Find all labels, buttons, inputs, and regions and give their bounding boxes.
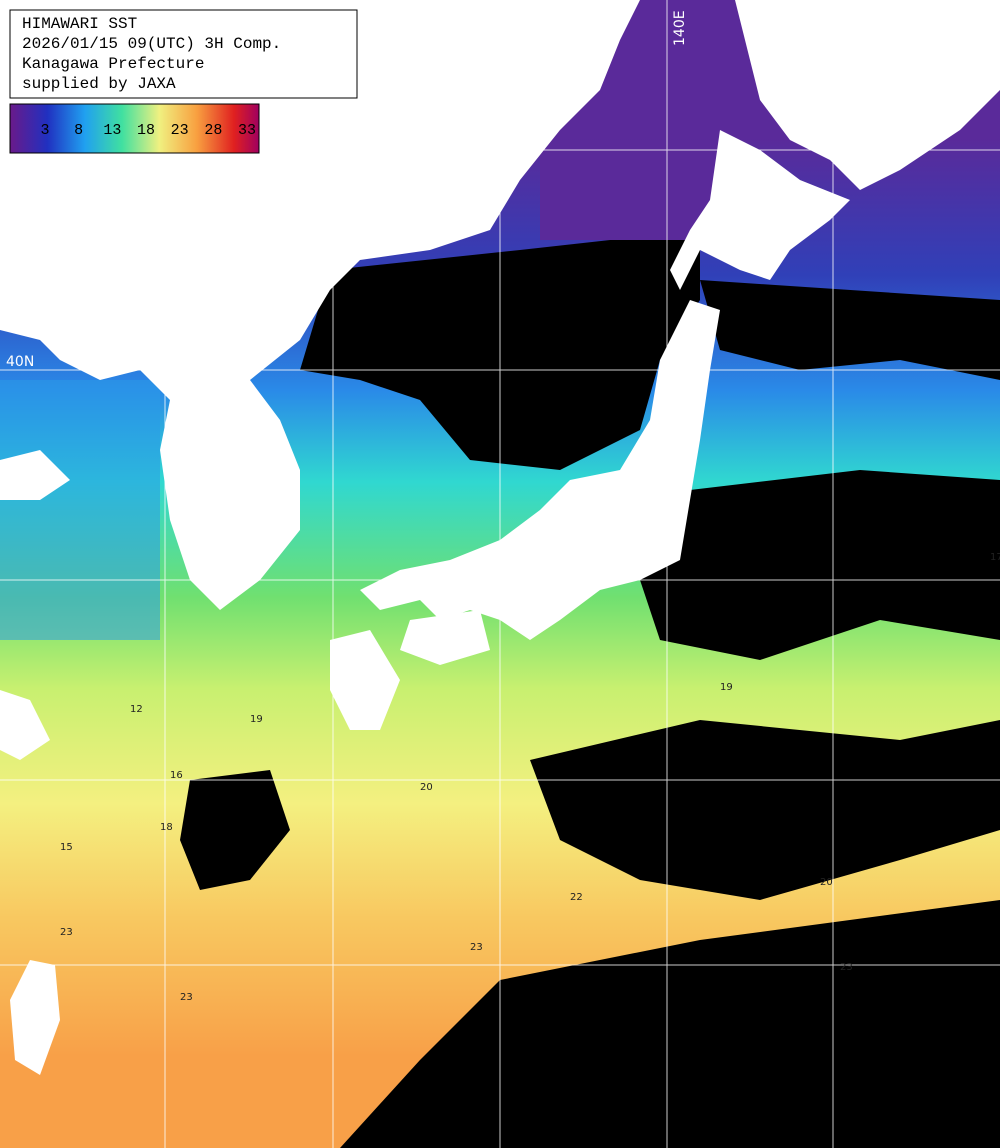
contour-label: 18 <box>160 822 173 833</box>
contour-label: 23 <box>180 992 193 1003</box>
contour-label: 17 <box>990 552 1000 563</box>
colorbar-tick-label: 8 <box>74 122 83 139</box>
shandong <box>0 450 70 500</box>
latitude-label: 40N <box>6 354 34 370</box>
contour-label: 20 <box>820 877 833 888</box>
colorbar-tick-label: 13 <box>103 122 121 139</box>
header: HIMAWARI SST 2026/01/15 09(UTC) 3H Comp. K… <box>22 15 281 93</box>
colorbar-tick-label: 3 <box>40 122 49 139</box>
island <box>400 128 430 165</box>
kyushu <box>330 630 400 730</box>
colorbar-tick-label: 23 <box>171 122 189 139</box>
colorbar-tick-label: 28 <box>204 122 222 139</box>
contour-label: 23 <box>840 962 853 973</box>
shikoku <box>400 610 490 665</box>
header-line: supplied by JAXA <box>22 75 176 93</box>
contour-labels: 12 16 15 18 19 20 22 23 23 23 23 19 20 17 <box>60 552 1000 1003</box>
colorbar-tick-label: 33 <box>238 122 256 139</box>
cloud <box>640 470 1000 660</box>
header-line: Kanagawa Prefecture <box>22 55 204 73</box>
header-line: 2026/01/15 09(UTC) 3H Comp. <box>22 35 281 53</box>
contour-label: 23 <box>60 927 73 938</box>
cloud <box>340 900 1000 1148</box>
hokkaido <box>670 130 850 290</box>
russia <box>735 0 1000 190</box>
cloud <box>700 280 1000 380</box>
china-coast <box>0 690 50 760</box>
contour-label: 19 <box>250 714 263 725</box>
cloud <box>180 770 290 890</box>
taiwan <box>10 960 60 1075</box>
colorbar-tick-label: 18 <box>137 122 155 139</box>
contour-label: 19 <box>720 682 733 693</box>
contour-label: 20 <box>420 782 433 793</box>
contour-label: 12 <box>130 704 143 715</box>
honshu <box>360 300 720 640</box>
header-line: HIMAWARI SST <box>22 15 137 33</box>
colorbar <box>9 103 260 154</box>
cloud <box>530 720 1000 900</box>
colorbar-ticks: 3 8 13 18 23 28 33 <box>40 122 256 139</box>
yellow-sea <box>0 380 160 640</box>
contour-label: 23 <box>470 942 483 953</box>
longitude-label: 140E <box>672 10 688 46</box>
header-box <box>9 9 358 99</box>
contour-label: 15 <box>60 842 73 853</box>
contour-label: 16 <box>170 770 183 781</box>
contour-label: 22 <box>570 892 583 903</box>
